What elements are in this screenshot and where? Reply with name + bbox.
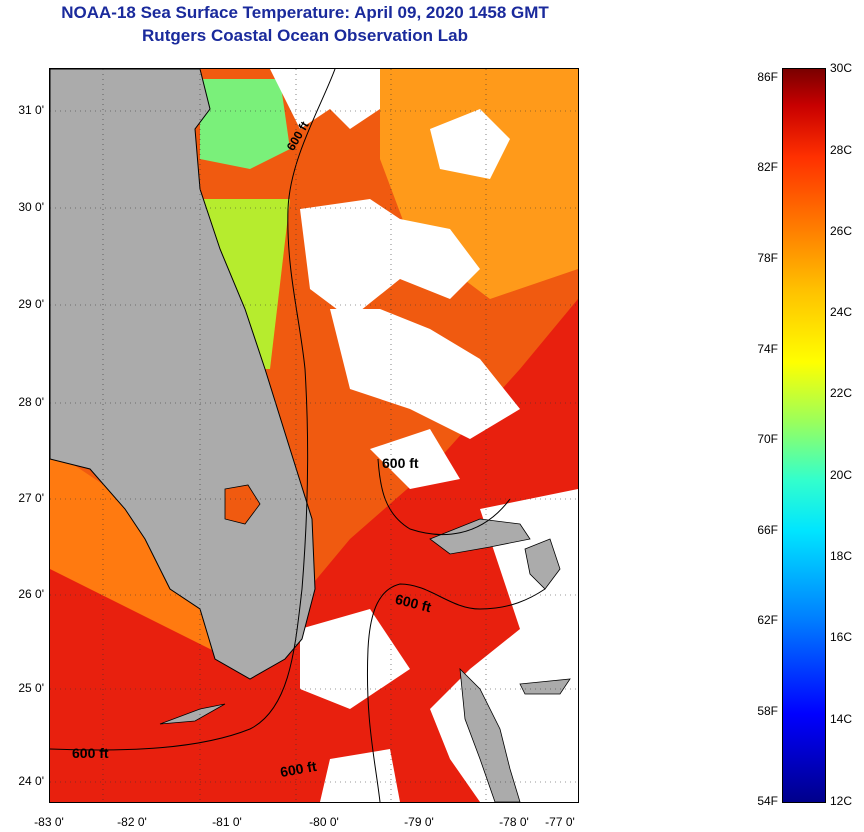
- lat-label: 25 0': [18, 681, 44, 695]
- colorbar-label-f: 78F: [757, 251, 778, 265]
- land-andros: [459, 667, 521, 802]
- colorbar-label-f: 54F: [757, 794, 778, 808]
- lon-label: -81 0': [212, 815, 242, 829]
- cloud-2: [430, 109, 510, 179]
- lat-label: 31 0': [18, 103, 44, 117]
- colorbar-label-f: 58F: [757, 704, 778, 718]
- land-berry-islands: [519, 678, 571, 695]
- colorbar-label-c: 20C: [830, 468, 853, 482]
- colorbar-label-c: 30C: [830, 61, 853, 75]
- land-abaco: [524, 538, 561, 590]
- colorbar-label-c: 14C: [830, 712, 853, 726]
- lat-label: 26 0': [18, 587, 44, 601]
- colorbar-label-c: 12C: [830, 794, 853, 808]
- land-keys: [159, 703, 226, 725]
- lat-label: 24 0': [18, 774, 44, 788]
- lon-label: -82 0': [117, 815, 147, 829]
- colorbar-label-f: 66F: [757, 523, 778, 537]
- land-grand-bahama: [429, 518, 531, 555]
- lat-label: 27 0': [18, 491, 44, 505]
- lon-label: -79 0': [404, 815, 434, 829]
- map-title: NOAA-18 Sea Surface Temperature: April 0…: [61, 3, 549, 22]
- graticule: [50, 69, 578, 802]
- cloud-4: [330, 309, 520, 439]
- lat-label: 29 0': [18, 297, 44, 311]
- lake-okeechobee: [224, 484, 261, 525]
- cloud-6: [300, 609, 410, 709]
- lon-label: -80 0': [309, 815, 339, 829]
- colorbar-label-c: 18C: [830, 549, 853, 563]
- sst-map-canvas: [50, 69, 578, 802]
- colorbar-label-f: 74F: [757, 342, 778, 356]
- colorbar: [782, 68, 826, 803]
- colorbar-label-c: 28C: [830, 143, 853, 157]
- colorbar-label-f: 62F: [757, 613, 778, 627]
- lon-label: -83 0': [34, 815, 64, 829]
- colorbar-label-c: 24C: [830, 305, 853, 319]
- cloud-3: [300, 199, 480, 319]
- land-florida: [50, 69, 316, 680]
- colorbar-label-f: 86F: [757, 70, 778, 84]
- colorbar-label-c: 26C: [830, 224, 853, 238]
- map-subtitle: Rutgers Coastal Ocean Observation Lab: [142, 26, 468, 45]
- sst-map: 600 ft 600 ft 600 ft 600 ft 600 ft: [49, 68, 579, 803]
- contour-label: 600 ft: [72, 745, 109, 761]
- lon-label: -78 0': [499, 815, 529, 829]
- ocean-cold-north: [200, 79, 290, 169]
- lon-label: -77 0': [545, 815, 575, 829]
- cloud-7: [320, 749, 400, 802]
- cloud-5: [370, 429, 460, 489]
- lat-label: 30 0': [18, 200, 44, 214]
- contour-600ft-bahamas: [366, 583, 546, 802]
- colorbar-label-f: 82F: [757, 160, 778, 174]
- contour-600ft-north: [377, 458, 511, 536]
- cloud-1: [270, 69, 380, 129]
- contour-600ft-west: [50, 69, 336, 751]
- contour-label: 600 ft: [382, 455, 419, 471]
- colorbar-label-f: 70F: [757, 432, 778, 446]
- lat-label: 28 0': [18, 395, 44, 409]
- colorbar-label-c: 16C: [830, 630, 853, 644]
- colorbar-label-c: 22C: [830, 386, 853, 400]
